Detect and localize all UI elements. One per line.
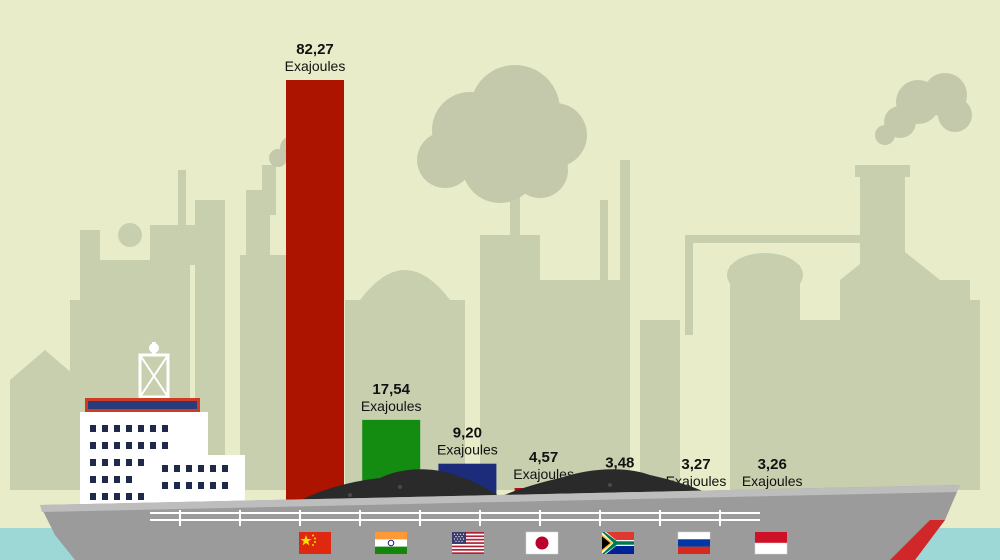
usa-flag-icon [452, 532, 484, 554]
unit-label-china: Exajoules [285, 58, 346, 74]
russia-flag-icon [677, 531, 711, 554]
ship-windows [90, 425, 228, 500]
value-labels: 82,27Exajoules17,54Exajoules9,20Exajoule… [285, 41, 803, 489]
value-label-indonesia: 3,26 [758, 456, 787, 473]
unit-label-united-states: Exajoules [437, 442, 498, 458]
unit-label-indonesia: Exajoules [742, 473, 803, 489]
china-flag-icon [299, 532, 331, 554]
value-label-india: 17,54 [372, 381, 410, 398]
bar-china [286, 80, 344, 512]
indonesia-flag-icon [754, 532, 788, 555]
value-label-china: 82,27 [296, 41, 334, 58]
unit-label-india: Exajoules [361, 398, 422, 414]
value-label-united-states: 9,20 [453, 425, 482, 442]
value-label-japan: 4,57 [529, 449, 558, 466]
japan-flag-icon [525, 531, 559, 555]
country-flags [299, 531, 788, 555]
ship-railing [150, 510, 760, 526]
value-label-russia: 3,27 [681, 456, 710, 473]
ship-hull [40, 485, 960, 560]
south-africa-flag-icon [602, 532, 634, 554]
value-label-south-africa: 3,48 [605, 455, 634, 472]
india-flag-icon [375, 532, 407, 554]
unit-label-japan: Exajoules [513, 466, 574, 482]
